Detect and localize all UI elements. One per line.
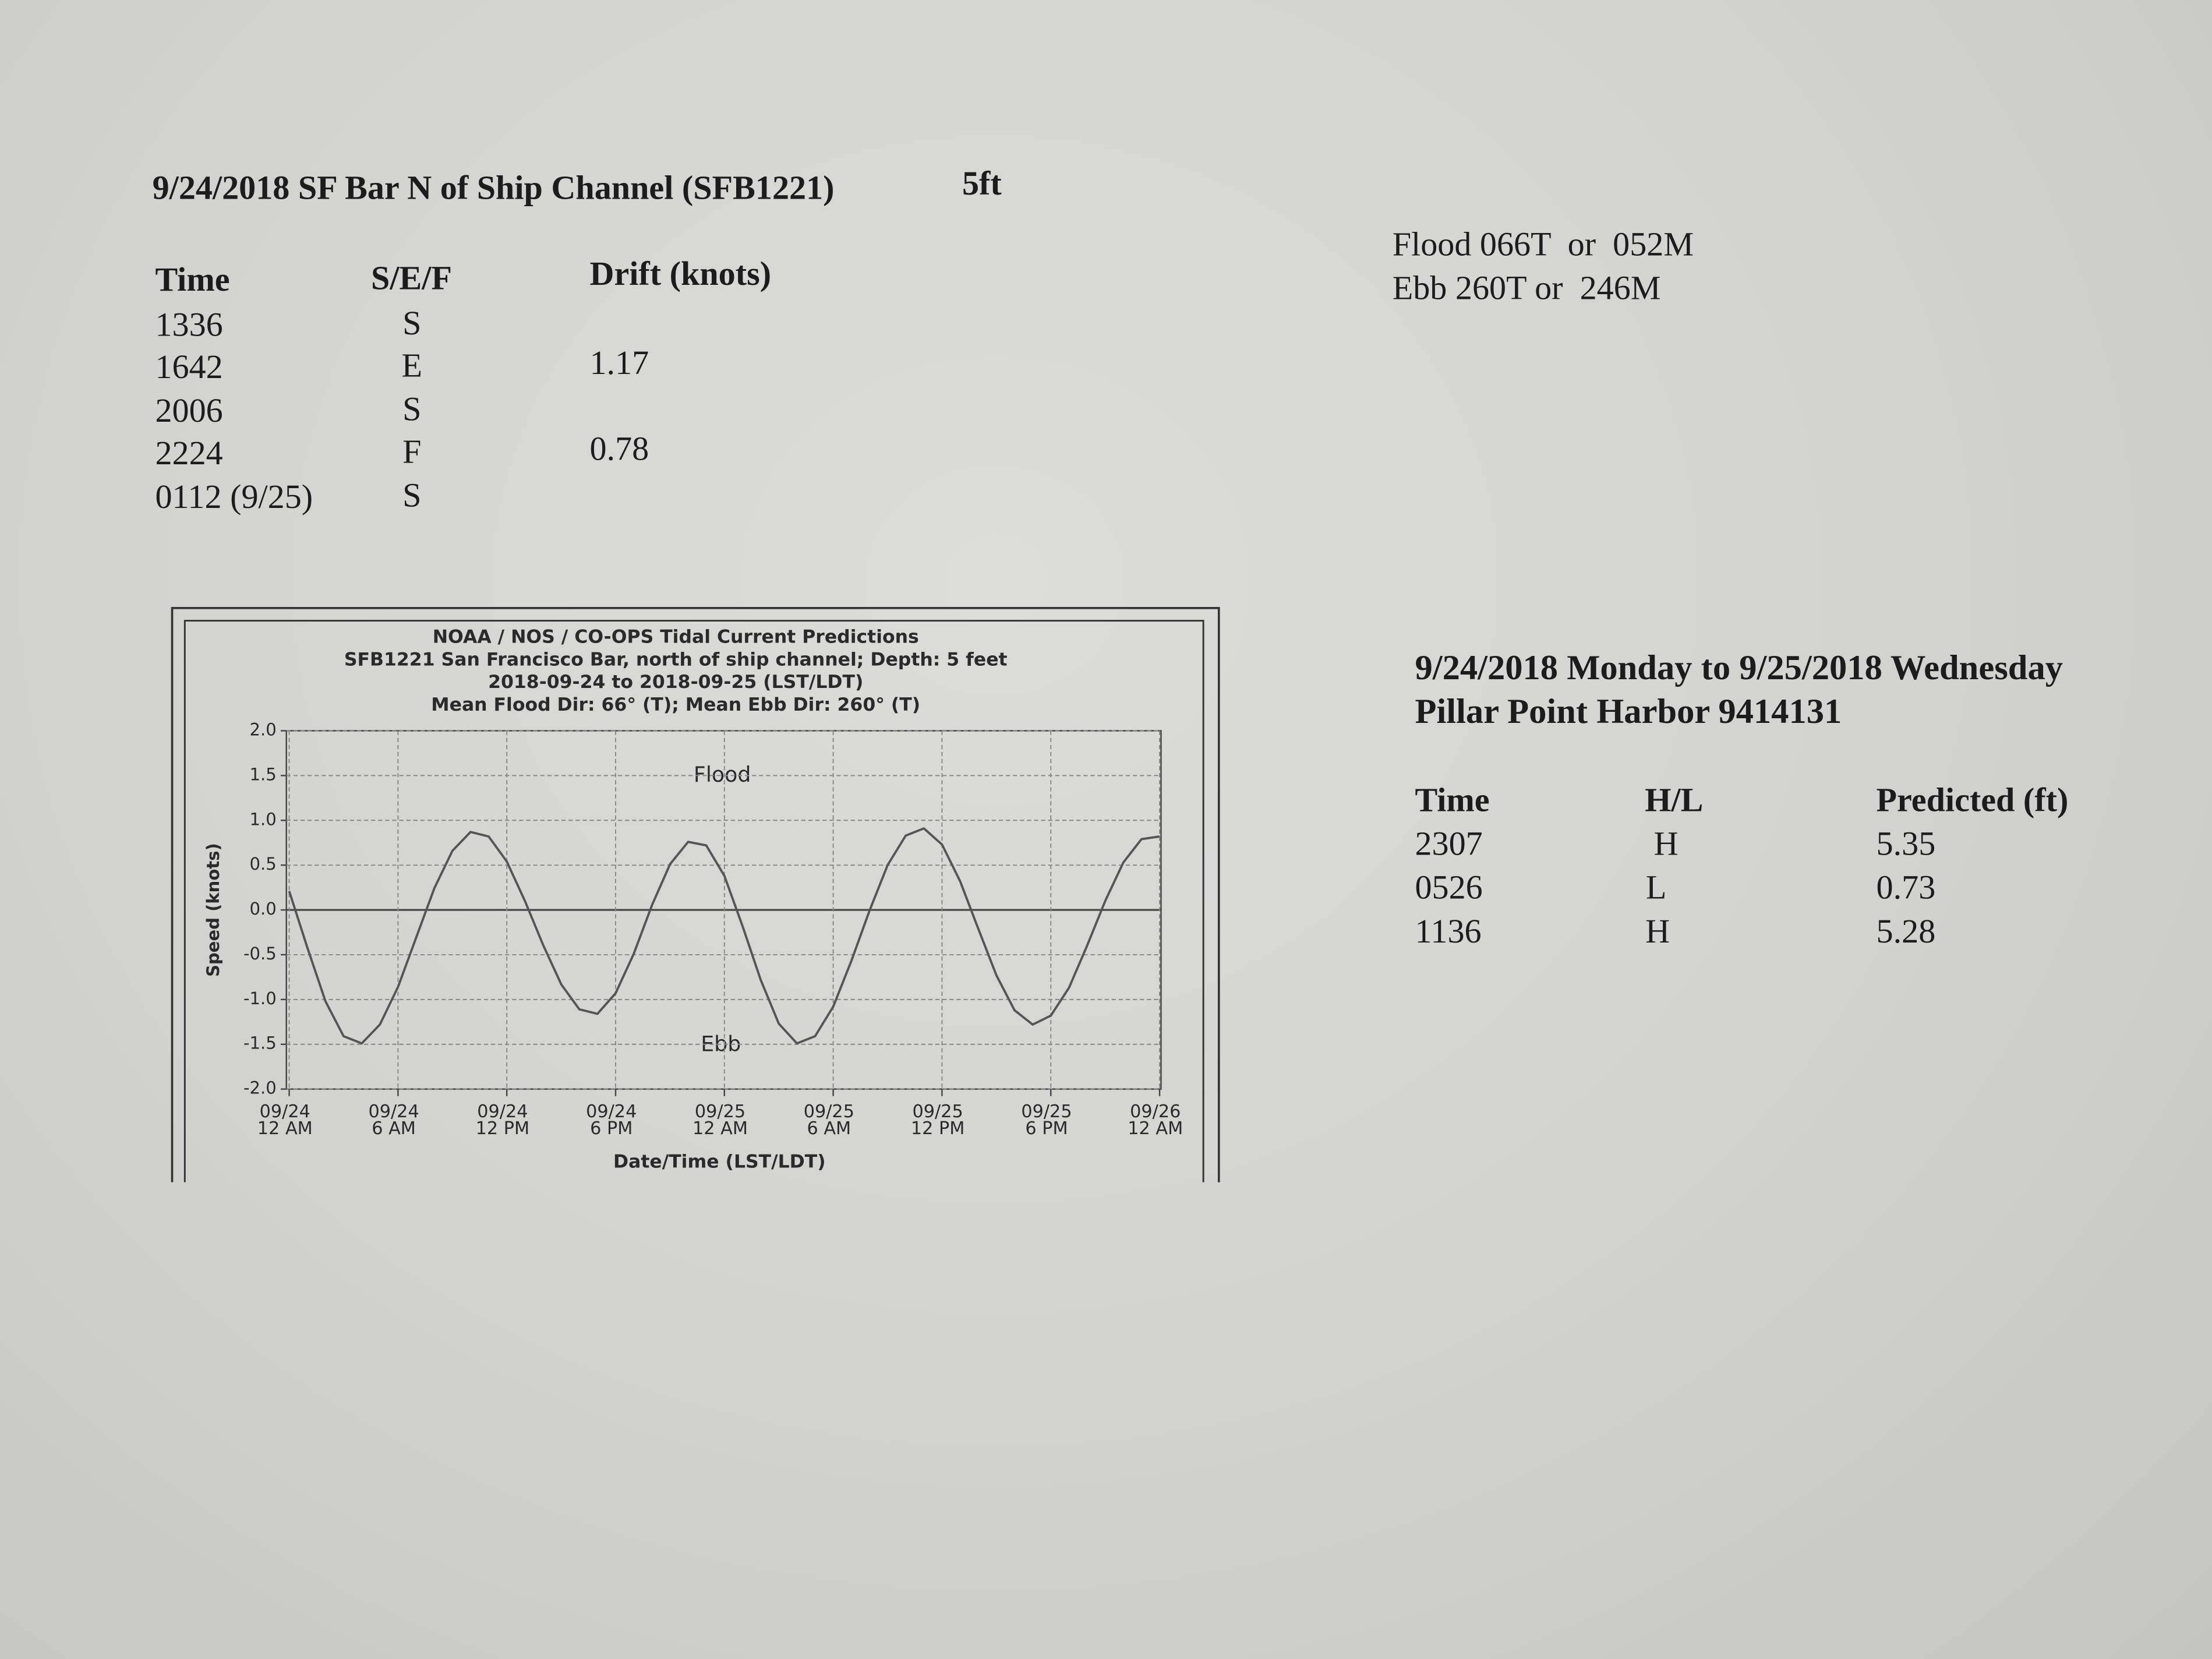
y-tick-label: -0.5 bbox=[243, 944, 277, 963]
x-tick-label: 09/24 12 AM bbox=[257, 1100, 313, 1139]
x-tick-label: 09/25 12 PM bbox=[910, 1100, 965, 1139]
column-header: Drift (knots) bbox=[589, 256, 772, 294]
y-tick-label: 0.5 bbox=[250, 854, 277, 874]
current-line bbox=[288, 827, 1160, 1045]
cell: 0.73 bbox=[1876, 870, 1936, 908]
y-tick-label: -1.5 bbox=[243, 1033, 277, 1053]
x-tick-label: 09/25 6 PM bbox=[1021, 1100, 1072, 1139]
cell: 2307 bbox=[1415, 827, 1483, 864]
direction: Ebb 260T or 246M bbox=[1392, 270, 1661, 308]
cell: 0112 (9/25) bbox=[155, 479, 313, 517]
column-header: Predicted (ft) bbox=[1876, 783, 2069, 820]
cell: 1.17 bbox=[589, 345, 649, 383]
y-tick-label: -2.0 bbox=[243, 1078, 277, 1098]
direction: Flood 066T or 052M bbox=[1392, 227, 1694, 264]
cell: 5.35 bbox=[1876, 827, 1936, 864]
cell: H bbox=[1653, 827, 1679, 864]
chart-frame bbox=[183, 620, 1204, 1183]
cell: S bbox=[402, 478, 422, 515]
cell: F bbox=[402, 434, 422, 471]
cell: 0526 bbox=[1415, 870, 1483, 908]
header-title: 9/24/2018 SF Bar N of Ship Channel (SFB1… bbox=[152, 171, 835, 208]
y-tick-label: 2.0 bbox=[250, 719, 277, 739]
column-header: S/E/F bbox=[371, 261, 452, 298]
chart-subtitle: Mean Flood Dir: 66° (T); Mean Ebb Dir: 2… bbox=[431, 694, 920, 715]
cell: 2224 bbox=[155, 436, 223, 473]
y-tick-label: -1.0 bbox=[243, 989, 277, 1008]
cell: L bbox=[1645, 870, 1667, 908]
chart-frame bbox=[171, 606, 1220, 1183]
tide-title: 9/24/2018 Monday to 9/25/2018 Wednesday bbox=[1415, 650, 2063, 688]
x-axis-label: Date/Time (LST/LDT) bbox=[613, 1152, 826, 1173]
x-tick-label: 09/24 6 AM bbox=[368, 1100, 419, 1139]
cell: E bbox=[401, 348, 423, 386]
x-tick-label: 09/25 6 AM bbox=[803, 1100, 854, 1139]
cell: 0.78 bbox=[589, 432, 649, 469]
tide-station: Pillar Point Harbor 9414131 bbox=[1415, 693, 1842, 732]
column-header: Time bbox=[1415, 783, 1490, 820]
cell: S bbox=[402, 392, 422, 429]
cell: H bbox=[1645, 914, 1670, 951]
annotation: Flood bbox=[694, 762, 751, 787]
header-depth: 5ft bbox=[962, 166, 1002, 203]
y-tick-label: 0.0 bbox=[250, 899, 277, 919]
cell: 1642 bbox=[155, 350, 223, 387]
column-header: H/L bbox=[1645, 783, 1704, 820]
chart-subtitle: SFB1221 San Francisco Bar, north of ship… bbox=[344, 649, 1008, 670]
x-tick-label: 09/25 12 AM bbox=[692, 1100, 748, 1139]
y-axis-label: Speed (knots) bbox=[203, 843, 223, 977]
chart-title: NOAA / NOS / CO-OPS Tidal Current Predic… bbox=[433, 627, 919, 648]
cell: 1336 bbox=[155, 307, 223, 344]
chart-subtitle: 2018-09-24 to 2018-09-25 (LST/LDT) bbox=[488, 672, 863, 693]
x-tick-label: 09/24 12 PM bbox=[475, 1100, 530, 1139]
cell: 1136 bbox=[1415, 914, 1482, 951]
y-tick-label: 1.5 bbox=[250, 764, 277, 784]
cell: S bbox=[402, 306, 422, 343]
column-header: Time bbox=[155, 262, 230, 299]
cell: 5.28 bbox=[1876, 914, 1936, 951]
x-tick-label: 09/24 6 PM bbox=[586, 1100, 637, 1139]
y-tick-label: 1.0 bbox=[250, 809, 277, 829]
cell: 2006 bbox=[155, 393, 223, 430]
x-tick-label: 09/26 12 AM bbox=[1128, 1100, 1183, 1139]
